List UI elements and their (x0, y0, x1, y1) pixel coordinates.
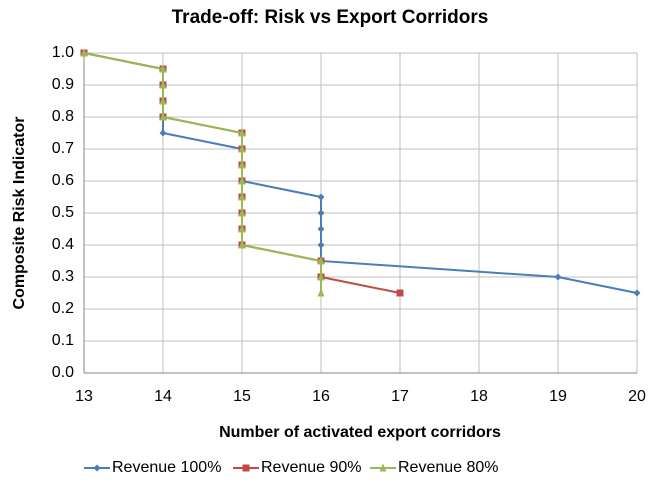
marker (396, 289, 404, 297)
legend-marker (379, 463, 387, 472)
y-tick-label: 0.2 (52, 300, 74, 317)
y-tick-label: 0.3 (52, 268, 74, 285)
marker (238, 208, 246, 217)
x-tick-label: 19 (549, 388, 567, 405)
y-tick-label: 0.9 (52, 76, 74, 93)
marker (238, 224, 246, 233)
marker (554, 273, 562, 281)
marker (633, 289, 641, 297)
y-tick-label: 0.7 (52, 140, 74, 157)
y-tick-label: 0.1 (52, 332, 74, 349)
x-tick-label: 16 (312, 388, 330, 405)
x-axis-title: Number of activated export corridors (219, 424, 501, 441)
marker (238, 176, 246, 185)
y-tick-label: 0.8 (52, 108, 74, 125)
legend-label: Revenue 100% (112, 459, 221, 476)
y-tick-label: 0.6 (52, 172, 74, 189)
marker (159, 129, 167, 137)
marker (238, 240, 246, 249)
marker (317, 272, 325, 281)
x-tick-label: 13 (75, 388, 93, 405)
legend-marker (93, 464, 101, 472)
series-line (83, 52, 322, 293)
legend-marker (242, 464, 250, 472)
marker (317, 256, 325, 265)
marker (238, 160, 246, 169)
series-line (83, 52, 638, 294)
marker (238, 192, 246, 201)
marker (159, 96, 167, 105)
x-tick-label: 18 (470, 388, 488, 405)
y-tick-label: 0.5 (52, 204, 74, 221)
legend-label: Revenue 90% (261, 459, 362, 476)
marker (159, 64, 167, 73)
y-tick-label: 1.0 (52, 44, 74, 61)
marker (238, 128, 246, 137)
y-axis-title: Composite Risk Indicator (11, 117, 28, 310)
x-tick-label: 14 (154, 388, 172, 405)
marker (238, 144, 246, 153)
y-tick-label: 0.4 (52, 236, 74, 253)
marker (80, 48, 88, 57)
marker (317, 288, 325, 297)
x-tick-label: 20 (628, 388, 646, 405)
x-tick-label: 15 (233, 388, 251, 405)
marker (317, 241, 325, 249)
y-tick-label: 0.0 (52, 364, 74, 381)
marker (317, 209, 325, 217)
marker (159, 112, 167, 121)
legend-label: Revenue 80% (398, 459, 499, 476)
marker (317, 225, 325, 233)
x-tick-label: 17 (391, 388, 409, 405)
chart-title: Trade-off: Risk vs Export Corridors (172, 7, 489, 28)
marker (317, 193, 325, 201)
marker (159, 80, 167, 89)
